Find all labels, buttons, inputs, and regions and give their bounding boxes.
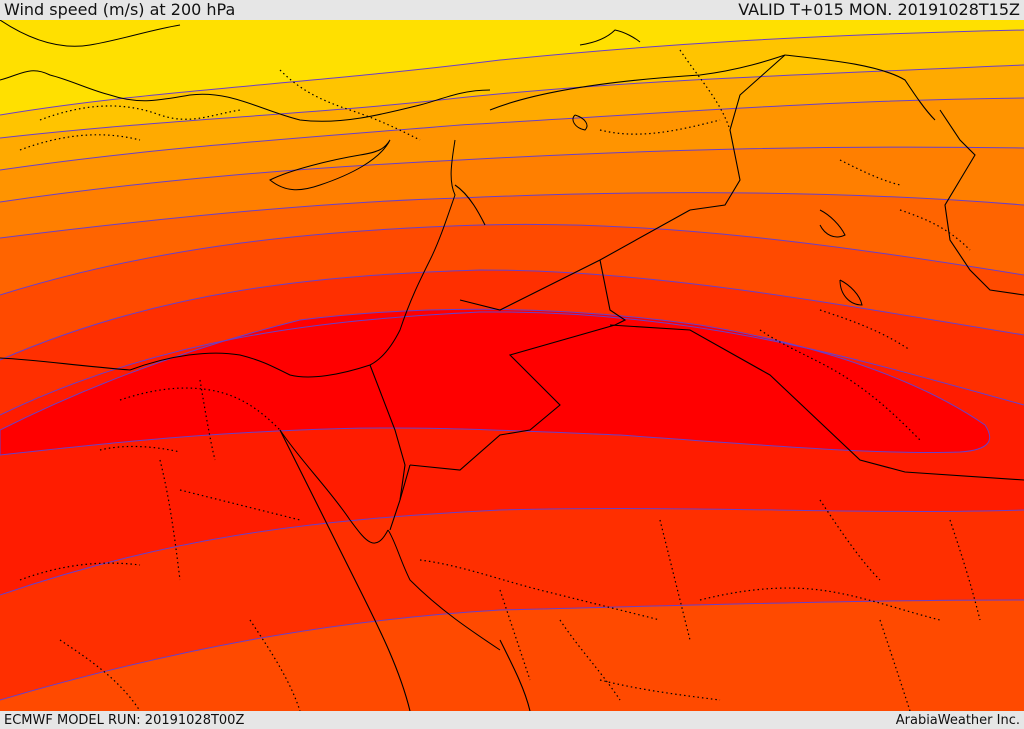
admin-boundary (39, 105, 241, 121)
coastline-segment (839, 279, 863, 306)
contour-line (0, 64, 1024, 139)
country-border (459, 209, 691, 311)
country-border (939, 109, 1024, 296)
admin-boundary (99, 445, 181, 453)
coastline-segment (129, 352, 371, 378)
contour-line (0, 269, 1024, 361)
admin-boundary (179, 489, 301, 521)
contour-line (0, 29, 1024, 116)
coastline-segment (0, 70, 491, 122)
admin-boundary (559, 619, 621, 701)
country-border (369, 364, 406, 531)
coastline-segment (369, 139, 456, 366)
country-border (409, 259, 627, 471)
admin-boundary (199, 379, 216, 461)
valid-time-label: VALID T+015 MON. 20191028T15Z (738, 0, 1020, 19)
wind-speed-map (0, 20, 1024, 711)
administrative-boundaries (19, 49, 981, 711)
admin-boundary (819, 309, 911, 351)
country-border (609, 324, 1024, 481)
admin-boundary (119, 387, 281, 431)
admin-boundary (499, 589, 531, 681)
admin-boundary (419, 559, 661, 621)
contour-line (0, 97, 1024, 171)
coastline-segment (0, 20, 181, 47)
coastline-segment (819, 209, 846, 238)
country-border (489, 54, 786, 111)
wind-speed-bands (0, 20, 1024, 711)
coastline-segment (387, 529, 501, 651)
coastline-segment (572, 114, 588, 131)
country-border (499, 639, 531, 711)
contour-line (0, 508, 1024, 596)
contour-line (0, 192, 1024, 239)
admin-boundary (19, 134, 141, 151)
country-border (689, 54, 786, 211)
wind-speed-contours (0, 29, 1024, 701)
coastline-segment (579, 29, 641, 46)
admin-boundary (19, 562, 141, 581)
coastline-segment (279, 429, 389, 544)
admin-boundary (949, 519, 981, 621)
admin-boundary (879, 619, 911, 711)
admin-boundary (819, 499, 881, 581)
admin-boundary (659, 519, 691, 641)
contour-line (0, 599, 1024, 701)
admin-boundary (899, 209, 971, 251)
model-run-label: ECMWF MODEL RUN: 20191028T00Z (4, 713, 245, 728)
band-jet-core (0, 309, 990, 455)
contour-line (0, 146, 1024, 203)
country-border (279, 429, 411, 711)
admin-boundary (159, 459, 181, 581)
contour-line (0, 311, 1024, 416)
country-border (454, 184, 486, 226)
admin-boundary (599, 679, 721, 701)
credit-label: ArabiaWeather Inc. (895, 713, 1020, 728)
coastline-segment (269, 139, 391, 191)
band-0 (0, 20, 1024, 115)
country-border (784, 54, 936, 121)
admin-boundary (839, 159, 901, 186)
country-borders (0, 54, 1024, 711)
admin-boundary (699, 587, 941, 621)
admin-boundary (279, 69, 421, 141)
band-south-2 (0, 600, 1024, 711)
contour-line (0, 223, 1024, 296)
map-title: Wind speed (m/s) at 200 hPa (4, 0, 236, 19)
contour-line (0, 308, 991, 456)
country-border (399, 464, 411, 501)
admin-boundary (599, 119, 721, 135)
coastline (0, 20, 863, 651)
country-border (0, 357, 131, 371)
